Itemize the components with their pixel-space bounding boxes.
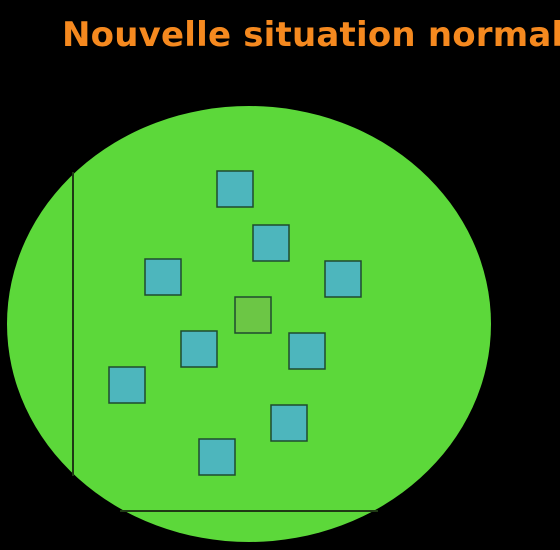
diagram-title: Nouvelle situation normale — [62, 15, 560, 55]
center-square — [234, 296, 272, 334]
square-3 — [144, 258, 182, 296]
square-1 — [216, 170, 254, 208]
square-6 — [288, 332, 326, 370]
square-9 — [198, 438, 236, 476]
square-4 — [324, 260, 362, 298]
square-2 — [252, 224, 290, 262]
square-5 — [180, 330, 218, 368]
square-8 — [270, 404, 308, 442]
square-7 — [108, 366, 146, 404]
